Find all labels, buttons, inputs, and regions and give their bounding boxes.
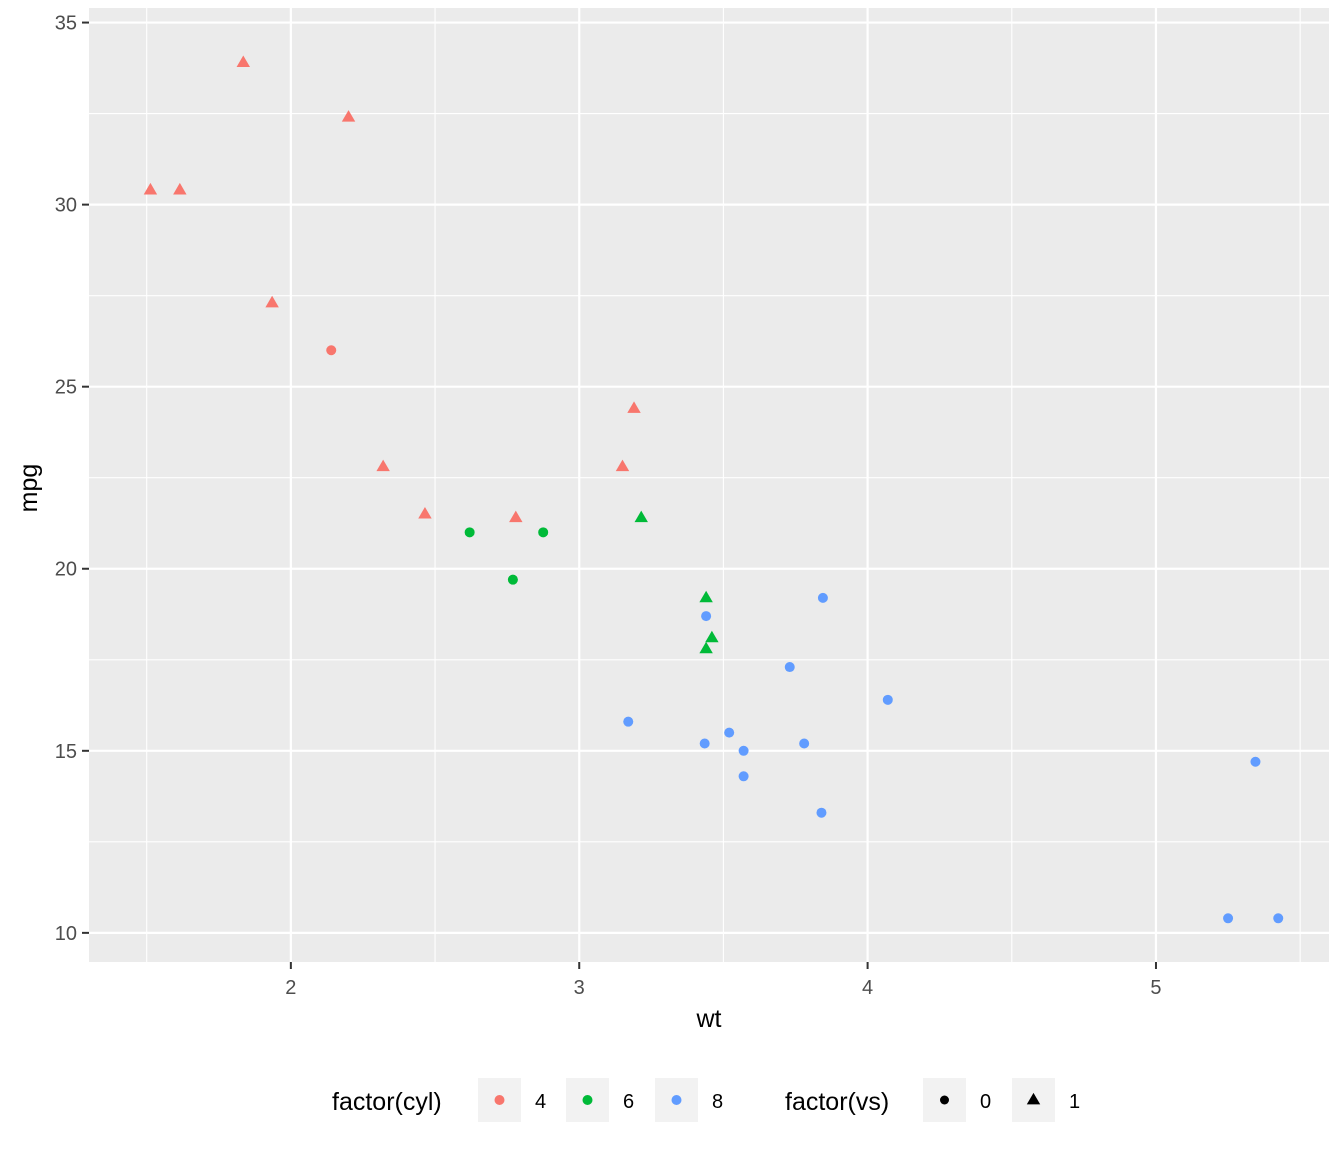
data-point-triangle	[509, 510, 523, 523]
x-tick-label: 4	[862, 977, 873, 999]
y-tick-label: 35	[55, 13, 77, 35]
y-tick-label: 15	[55, 741, 77, 763]
data-point-triangle	[341, 110, 356, 122]
data-point-circle	[799, 738, 810, 749]
data-point-circle	[784, 662, 795, 673]
data-point-circle	[464, 527, 475, 538]
data-point-circle	[1223, 913, 1234, 924]
data-point-circle	[724, 727, 735, 738]
data-points	[143, 55, 1284, 924]
data-point-triangle	[705, 630, 719, 643]
major-gridlines	[89, 8, 1329, 962]
x-tick-label: 3	[574, 977, 585, 999]
shape-legend-title: factor(vs)	[785, 1088, 889, 1116]
y-axis-tick-labels: 10 15 20 25 30 35	[55, 13, 77, 945]
minor-gridlines	[89, 8, 1329, 962]
legend-key-8-color	[671, 1095, 682, 1105]
legend-key-6-color	[582, 1095, 593, 1105]
y-axis-title: mpg	[15, 464, 43, 513]
data-point-circle	[699, 738, 710, 749]
data-point-triangle	[634, 510, 648, 523]
y-tick-label: 25	[55, 377, 77, 399]
legend-key-triangle-icon	[1026, 1092, 1041, 1105]
legend-label-vs-1: 1	[1069, 1091, 1080, 1113]
plot-panel	[89, 8, 1329, 962]
data-point-circle	[507, 574, 518, 585]
legend-label-vs-0: 0	[980, 1091, 991, 1113]
legend-label-cyl-8: 8	[712, 1091, 723, 1113]
data-point-triangle	[143, 182, 158, 195]
color-legend-title: factor(cyl)	[332, 1088, 442, 1116]
data-point-triangle	[699, 590, 713, 603]
legend-key-circle-icon	[940, 1095, 949, 1105]
data-point-triangle	[265, 295, 279, 308]
data-point-triangle	[627, 401, 641, 413]
data-point-triangle	[615, 459, 630, 472]
data-point-circle	[816, 807, 827, 818]
axis-ticks	[82, 21, 1157, 969]
data-point-circle	[1250, 756, 1261, 767]
legend-label-cyl-4: 4	[535, 1091, 546, 1113]
data-point-triangle	[236, 55, 250, 67]
data-point-circle	[701, 611, 712, 622]
legend-key-4-color	[494, 1095, 505, 1105]
data-point-circle	[882, 694, 893, 705]
data-point-circle	[538, 527, 549, 538]
x-axis-tick-labels: 2 3 4 5	[285, 977, 1161, 999]
y-tick-label: 30	[55, 195, 77, 217]
x-axis-title: wt	[696, 1005, 722, 1033]
data-point-circle	[817, 592, 828, 603]
data-point-circle	[623, 716, 634, 727]
data-point-circle	[738, 745, 749, 756]
data-point-circle	[1273, 913, 1284, 924]
data-point-circle	[326, 345, 337, 356]
y-tick-label: 10	[55, 923, 77, 945]
data-point-triangle	[699, 641, 713, 654]
data-point-triangle	[376, 459, 390, 472]
x-tick-label: 5	[1150, 977, 1161, 999]
color-legend-keys: 4 6 8	[478, 1078, 723, 1122]
data-point-circle	[738, 771, 749, 782]
y-tick-label: 20	[55, 559, 77, 581]
data-point-triangle	[418, 506, 432, 519]
data-point-triangle	[173, 182, 187, 195]
x-tick-label: 2	[285, 977, 296, 999]
legend-label-cyl-6: 6	[623, 1091, 634, 1113]
